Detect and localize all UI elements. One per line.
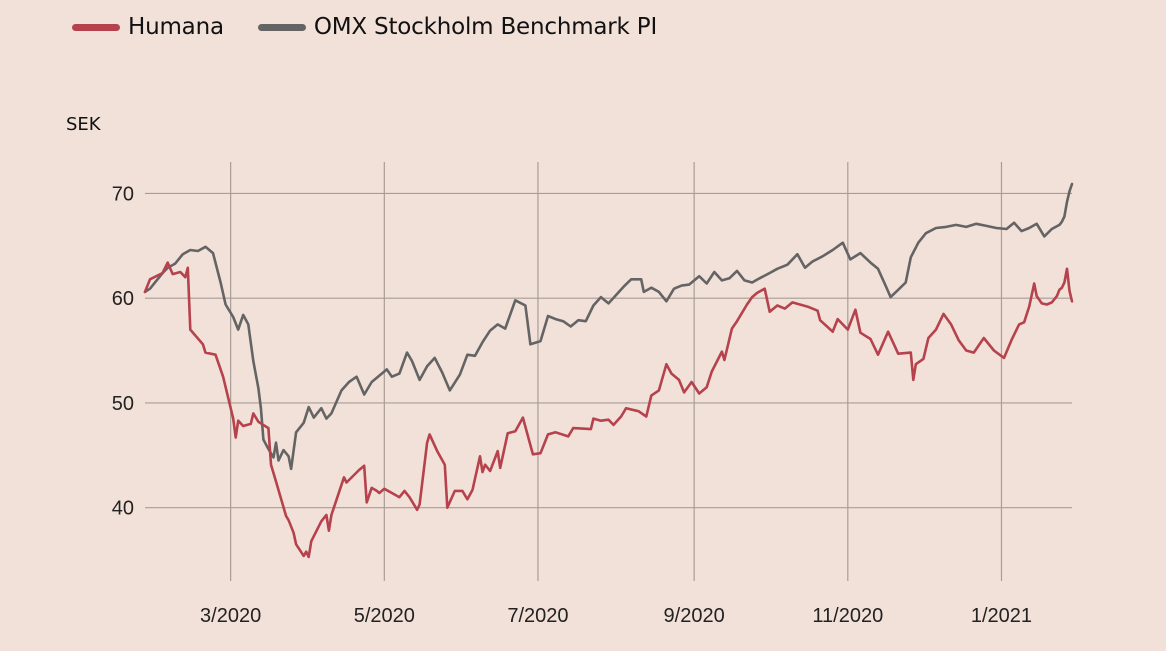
y-tick-labels: 40 50 60 70	[112, 183, 134, 519]
y-tick-label-40: 40	[112, 498, 134, 520]
series-line-omx-stockholm-benchmark	[143, 182, 1074, 471]
x-tick-label-3: 9/2020	[664, 605, 725, 627]
x-tick-label-1: 5/2020	[354, 605, 415, 627]
legend-item-omx: OMX Stockholm Benchmark PI	[257, 14, 658, 40]
legend-item-humana: Humana	[72, 14, 224, 40]
x-tick-label-5: 1/2021	[971, 605, 1032, 627]
x-tick-labels: 3/2020 5/2020 7/2020 9/2020 11/2020 1/2021	[200, 605, 1032, 627]
legend-label-omx: OMX Stockholm Benchmark PI	[313, 14, 658, 40]
y-tick-label-70: 70	[112, 183, 134, 205]
legend-swatch-omx	[257, 23, 306, 31]
y-tick-label-50: 50	[112, 393, 134, 415]
legend: Humana OMX Stockholm Benchmark PI	[72, 14, 691, 40]
x-tick-label-4: 11/2020	[812, 605, 883, 627]
x-tick-label-0: 3/2020	[200, 605, 261, 627]
y-axis-unit-label: SEK	[66, 114, 101, 135]
x-tick-label-2: 7/2020	[507, 605, 568, 627]
grid	[145, 162, 1072, 581]
y-tick-label-60: 60	[112, 288, 134, 310]
series-line-humana	[143, 261, 1074, 559]
series-lines	[143, 182, 1074, 559]
legend-label-humana: Humana	[128, 14, 224, 40]
legend-swatch-humana	[72, 23, 120, 31]
